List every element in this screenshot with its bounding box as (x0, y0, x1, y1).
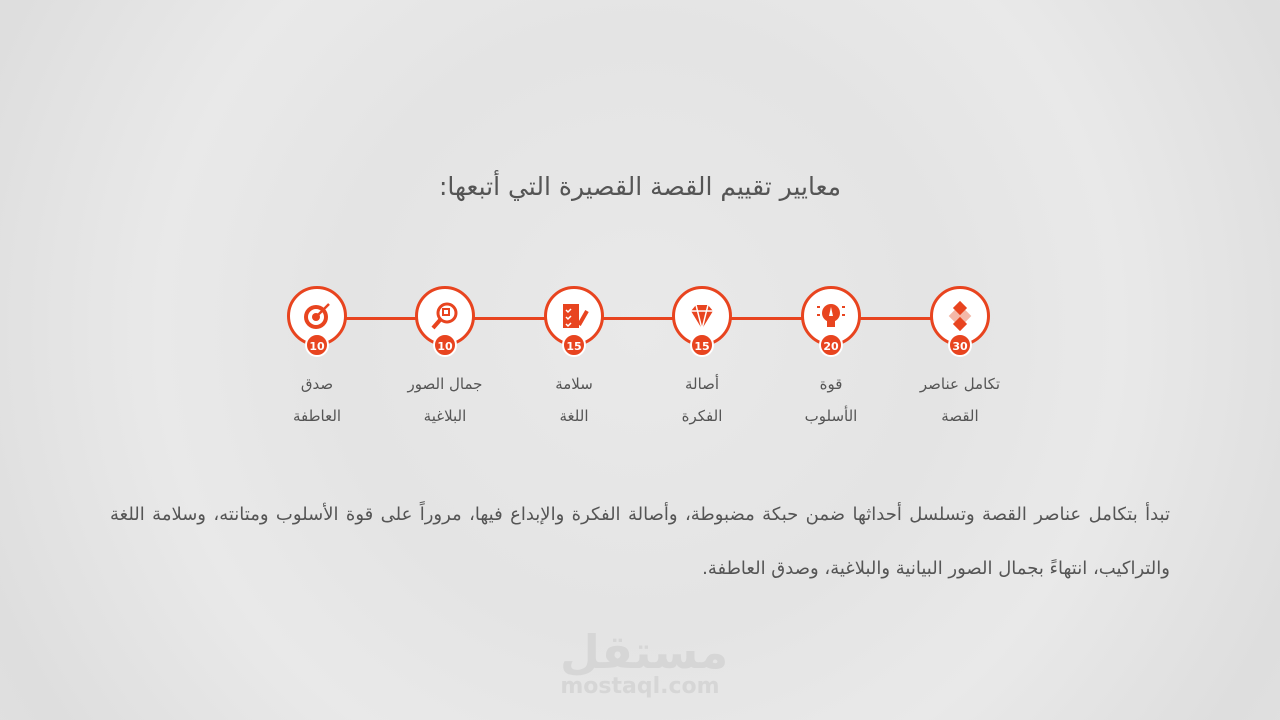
criterion-label-line1: سلامة (555, 375, 593, 393)
criterion-label-line1: قوة (819, 375, 843, 393)
mostaql-watermark: مستقل mostaql.com (560, 625, 729, 699)
criterion-label-line2: العاطفة (292, 407, 342, 425)
score-badge: 30 (948, 333, 972, 357)
score-badge: 15 (562, 333, 586, 357)
criterion-circle: 10 (415, 286, 475, 357)
description-paragraph: تبدأ بتكامل عناصر القصة وتسلسل أحداثها ض… (110, 504, 1170, 579)
criterion-label-line1: تكامل عناصر (919, 375, 1001, 393)
puzzle-icon (948, 300, 972, 332)
criterion-circle: 20 (801, 286, 861, 357)
score-badge: 10 (305, 333, 329, 357)
lightbulb-icon (817, 304, 845, 327)
criterion-label-line2: البلاغية (423, 407, 467, 425)
criterion-label-line2: القصة (941, 407, 979, 425)
criterion-circle: 30 (930, 286, 990, 357)
magnifier-icon (431, 302, 458, 330)
timeline-connector (317, 317, 960, 320)
target-icon (304, 303, 330, 329)
criterion-step: 20 قوة الأسلوب (761, 286, 901, 432)
score-badge: 10 (433, 333, 457, 357)
criterion-label-line2: الأسلوب (804, 407, 858, 425)
criterion-circle: 10 (287, 286, 347, 357)
criterion-step: 10 صدق العاطفة (247, 286, 387, 432)
criterion-label-line2: اللغة (559, 407, 589, 425)
criterion-circle: 15 (544, 286, 604, 357)
watermark-arabic: مستقل (560, 625, 729, 679)
score-badge: 20 (819, 333, 843, 357)
criterion-label-line1: صدق (300, 375, 334, 393)
watermark-latin: mostaql.com (560, 674, 720, 699)
criterion-label-line1: جمال الصور (407, 375, 483, 393)
criterion-step: 15 سلامة اللغة (504, 286, 644, 432)
criterion-label-line1: أصالة (684, 375, 720, 393)
criterion-circle: 15 (672, 286, 732, 357)
criterion-step: 15 أصالة الفكرة (632, 286, 772, 432)
criterion-step: 10 جمال الصور البلاغية (375, 286, 515, 432)
diamond-icon (691, 304, 713, 330)
criterion-label-line2: الفكرة (681, 407, 723, 425)
page-title: معايير تقييم القصة القصيرة التي أتبعها: (438, 172, 842, 201)
score-badge: 15 (690, 333, 714, 357)
criterion-step: 30 تكامل عناصر القصة (890, 286, 1030, 432)
checklist-pen-icon (563, 304, 589, 328)
